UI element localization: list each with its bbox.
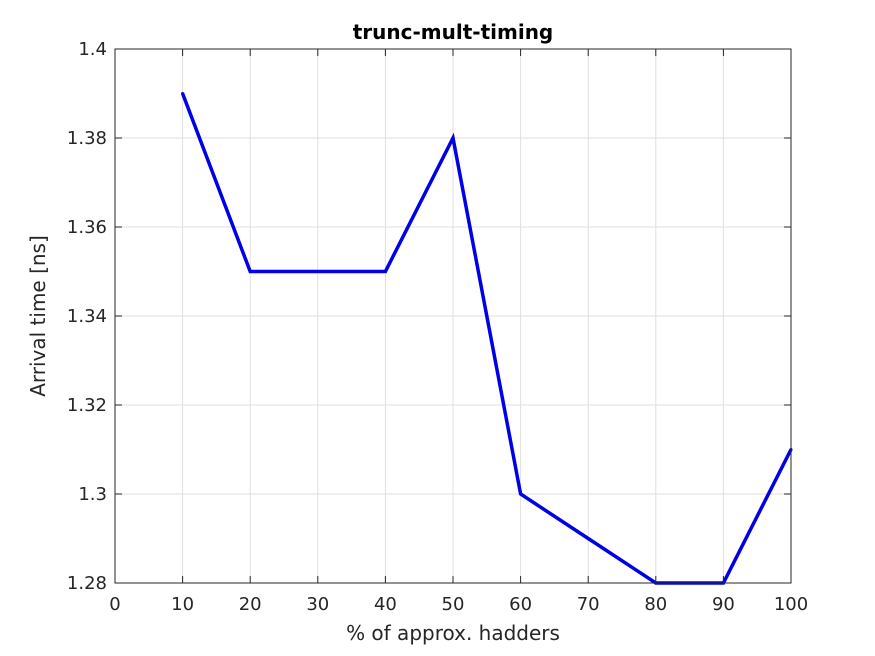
y-tick-label: 1.28 [67, 573, 107, 594]
data-point [451, 136, 455, 140]
x-axis-label: % of approx. hadders [346, 621, 560, 645]
chart-title: trunc-mult-timing [353, 20, 554, 44]
ticks [114, 48, 792, 584]
y-tick-label: 1.36 [67, 217, 107, 238]
y-tick-label: 1.3 [78, 484, 107, 505]
x-tick-label: 40 [374, 594, 397, 615]
data-point [519, 492, 523, 496]
y-tick-label: 1.32 [67, 395, 107, 416]
x-tick-label: 70 [577, 594, 600, 615]
y-tick-label: 1.4 [78, 39, 107, 60]
x-tick-label: 100 [774, 594, 808, 615]
x-tick-label: 20 [239, 594, 262, 615]
x-tick-label: 80 [644, 594, 667, 615]
data-point [586, 537, 590, 540]
x-tick-label: 50 [442, 594, 465, 615]
x-tick-label: 90 [712, 594, 735, 615]
y-axis-label: Arrival time [ns] [26, 235, 50, 397]
x-tick-label: 60 [509, 594, 532, 615]
y-tick-label: 1.38 [67, 128, 107, 149]
data-point [383, 270, 387, 273]
x-tick-label: 0 [109, 594, 120, 615]
data-point [316, 270, 320, 273]
x-tick-labels: 0 10 20 30 40 50 60 70 80 90 100 [109, 594, 808, 615]
data-point [181, 92, 185, 95]
x-tick-label: 30 [306, 594, 329, 615]
x-tick-label: 10 [171, 594, 194, 615]
y-tick-labels: 1.28 1.3 1.32 1.34 1.36 1.38 1.4 [67, 39, 107, 594]
data-point [248, 270, 252, 273]
y-tick-label: 1.34 [67, 306, 107, 327]
